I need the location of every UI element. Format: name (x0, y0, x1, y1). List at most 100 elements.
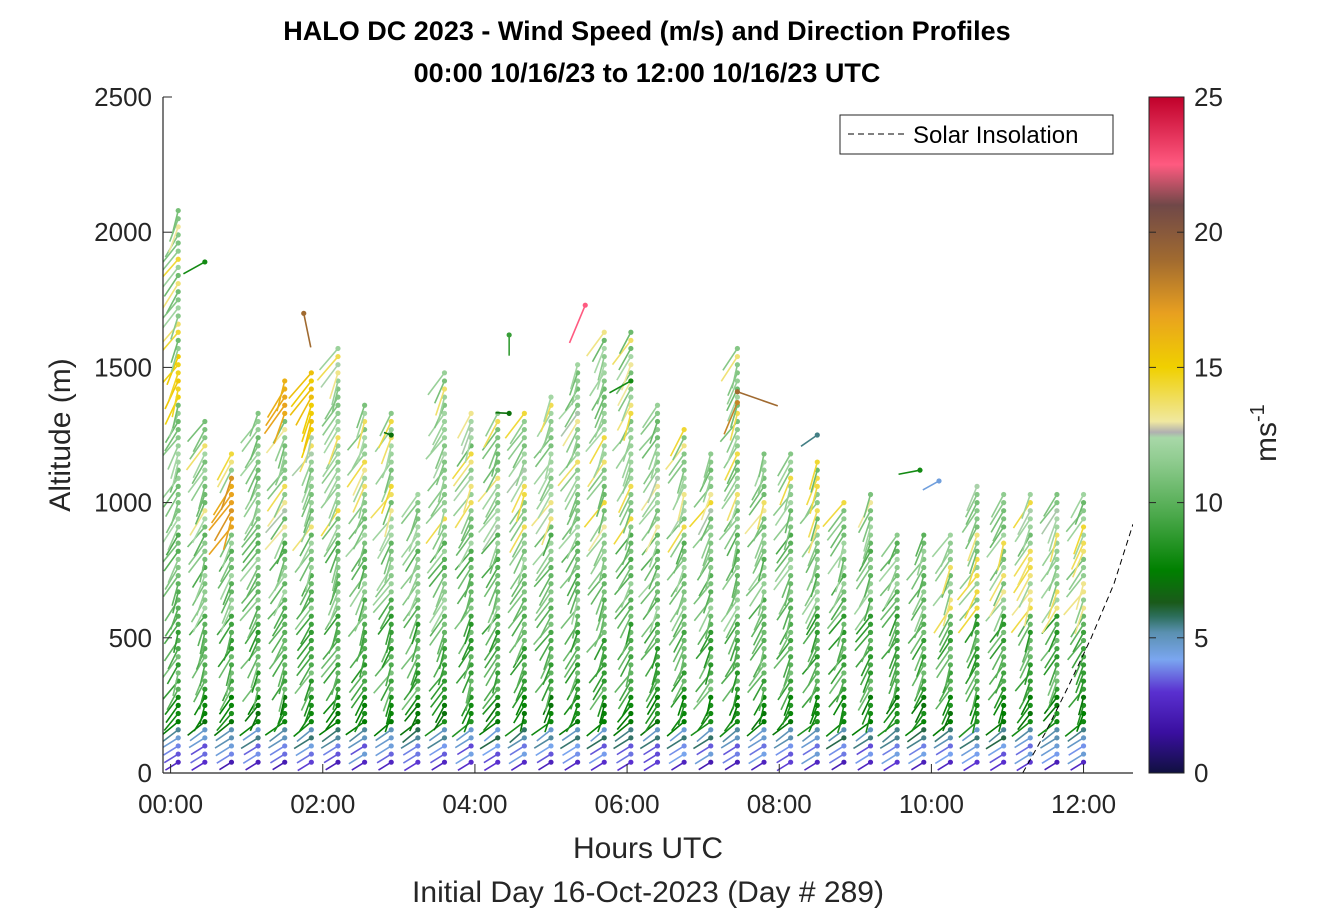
wind-barb-dot (548, 524, 554, 530)
wind-barb-dot (441, 475, 448, 481)
wind-barb-stick (853, 591, 872, 615)
wind-barb-dot (468, 621, 474, 627)
wind-barb-stick (322, 745, 339, 756)
wind-barb-stick (753, 607, 765, 631)
wind-barb-stick (726, 461, 739, 485)
wind-barb-stick (839, 705, 845, 725)
wind-barb-stick (699, 632, 712, 653)
wind-barb-dot (681, 751, 687, 757)
wind-barb-stick (239, 453, 259, 477)
wind-barb-dot (1001, 508, 1007, 514)
wind-barb-stick (722, 348, 739, 371)
wind-barb-dot (894, 573, 900, 579)
wind-barb-stick (832, 583, 845, 608)
wind-barb-stick (776, 542, 792, 564)
wind-barb-stick (810, 518, 819, 542)
wind-barb-dot (734, 362, 740, 368)
wind-barb-stick (193, 713, 206, 732)
wind-barb-dot (601, 597, 607, 603)
wind-barb-dot (894, 548, 900, 554)
wind-barb-stick (456, 745, 472, 756)
wind-barb-stick (165, 704, 179, 724)
wind-barb-dot (548, 564, 554, 571)
wind-barb-dot (308, 613, 314, 619)
wind-barb-dot (814, 548, 820, 554)
wind-barb-stick (672, 664, 685, 687)
wind-barb-dot (601, 345, 607, 352)
wind-barb-dot (734, 573, 740, 579)
wind-barb-dot (548, 605, 554, 611)
wind-barb-stick (425, 502, 446, 525)
wind-barb-stick (990, 494, 1005, 518)
wind-barb-stick (1075, 672, 1085, 694)
wind-barb-dot (974, 540, 980, 546)
wind-barb-stick (752, 623, 765, 646)
wind-barb-stick (727, 437, 739, 463)
wind-barb-stick (730, 705, 739, 724)
wind-barb-dot (628, 686, 634, 692)
wind-barb-stick (1041, 599, 1058, 624)
wind-barb-stick (640, 550, 659, 571)
wind-barb-dot (761, 662, 767, 668)
wind-barb-stick (484, 412, 499, 437)
wind-barb-dot (761, 686, 767, 692)
wind-barb-dot (255, 516, 261, 522)
wind-barb-dot (894, 646, 900, 652)
x-tick-label: 08:00 (747, 789, 812, 819)
wind-barb-stick (1022, 680, 1032, 702)
wind-barb-dot (335, 589, 341, 595)
wind-barb-stick (617, 648, 632, 671)
wind-barb-stick (702, 478, 712, 503)
wind-barb-stick (985, 737, 1005, 750)
wind-barb-stick (456, 558, 472, 580)
wind-barb-dot (788, 727, 794, 733)
wind-barb-dot (947, 719, 954, 725)
wind-barb-stick (173, 632, 179, 653)
wind-barb-stick (303, 680, 313, 702)
wind-barb-stick (696, 745, 712, 756)
wind-barb-stick (296, 656, 312, 677)
wind-barb-stick (938, 680, 952, 702)
wind-barb-stick (380, 680, 392, 702)
wind-barb-stick (355, 705, 366, 724)
wind-barb-stick (862, 534, 872, 560)
wind-barb-dot (282, 662, 288, 668)
wind-barb-stick (242, 542, 259, 564)
wind-barb-dot (947, 581, 954, 587)
wind-barb-stick (324, 542, 339, 564)
wind-barb-dot (921, 548, 927, 554)
wind-barb-stick (321, 729, 339, 743)
wind-barb-stick (457, 526, 472, 549)
wind-barb-stick (302, 313, 312, 348)
wind-barb-dot (415, 532, 421, 538)
wind-barb-stick (779, 477, 792, 506)
wind-barb-dot (441, 508, 448, 514)
wind-barb-dot (308, 451, 314, 457)
wind-barb-stick (695, 640, 712, 660)
wind-barb-dot (1054, 637, 1060, 644)
wind-barb-stick (163, 737, 179, 749)
wind-barb-dot (308, 581, 314, 587)
wind-barb-dot (575, 516, 581, 522)
wind-barb-stick (700, 534, 712, 559)
wind-barb-stick (269, 550, 286, 572)
wind-barb-stick (1040, 745, 1058, 757)
wind-barb-dot (202, 475, 208, 481)
wind-barb-stick (164, 567, 179, 590)
wind-barb-dot (255, 654, 261, 660)
wind-barb-dot (282, 743, 288, 749)
wind-barb-dot (202, 435, 208, 441)
wind-barb-stick (1014, 737, 1031, 749)
wind-barb-stick (774, 558, 792, 583)
wind-barb-stick (720, 599, 739, 623)
wind-barb-stick (644, 713, 659, 733)
wind-barb-dot (335, 467, 341, 473)
wind-barb-stick (777, 469, 792, 493)
wind-barb-dot (495, 743, 501, 749)
wind-barb-dot (468, 573, 474, 579)
wind-barb-dot (521, 759, 527, 765)
wind-barb-stick (509, 745, 525, 756)
wind-barb-stick (305, 437, 313, 464)
wind-profile (316, 345, 341, 771)
